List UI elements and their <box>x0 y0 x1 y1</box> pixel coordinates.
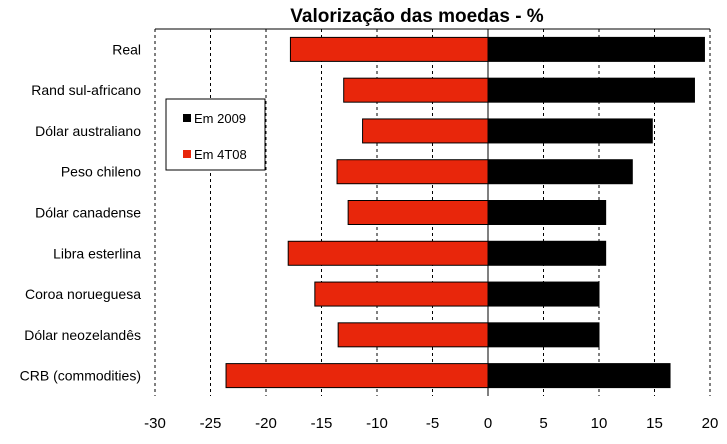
bar-2009 <box>487 281 600 307</box>
bar-4t08 <box>347 200 489 225</box>
chart-title: Valorização das moedas - % <box>290 6 544 27</box>
bar-4t08 <box>337 322 489 348</box>
bar-4t08 <box>336 159 489 185</box>
x-tick-label: 0 <box>484 415 492 432</box>
category-label: Libra esterlina <box>53 245 141 261</box>
category-label: Real <box>112 41 141 57</box>
category-label: Coroa norueguesa <box>25 286 141 302</box>
x-tick-label: -25 <box>200 415 222 432</box>
bar-4t08 <box>362 118 489 144</box>
bar-4t08 <box>287 240 489 266</box>
legend-label-2009: Em 2009 <box>194 111 246 126</box>
bar-2009 <box>487 240 607 266</box>
category-labels: Real Rand sul-africano Dólar australiano Pe… <box>20 41 142 383</box>
bar-4t08 <box>225 363 489 389</box>
x-tick-label: 15 <box>646 415 663 432</box>
x-tick-label: -5 <box>426 415 439 432</box>
x-tick-label: 5 <box>539 415 547 432</box>
legend-label-4t08: Em 4T08 <box>194 147 247 162</box>
bar-2009 <box>487 36 705 62</box>
bar-2009 <box>487 77 695 103</box>
category-label: Rand sul-africano <box>31 82 141 98</box>
bars <box>225 36 705 389</box>
bar-4t08 <box>289 36 489 62</box>
category-label: CRB (commodities) <box>20 368 141 384</box>
category-label: Dólar canadense <box>35 205 141 221</box>
category-label: Dólar neozelandês <box>24 327 141 343</box>
x-tick-label: -15 <box>311 415 333 432</box>
bar-2009 <box>487 322 600 348</box>
bar-2009 <box>487 200 607 225</box>
x-tick-label: -30 <box>144 415 166 432</box>
legend-box <box>165 98 266 171</box>
bar-2009 <box>487 363 671 389</box>
legend-swatch-4t08 <box>183 150 191 158</box>
x-tick-label: 20 <box>702 415 719 432</box>
x-tick-label: 10 <box>591 415 608 432</box>
x-tick-label: -20 <box>255 415 277 432</box>
bar-4t08 <box>314 281 489 307</box>
category-label: Dólar australiano <box>35 123 141 139</box>
x-tick-labels: -30 -25 -20 -15 -10 -5 0 5 10 15 20 <box>144 415 718 432</box>
category-label: Peso chileno <box>61 164 141 180</box>
x-tick-label: -10 <box>366 415 388 432</box>
bar-4t08 <box>343 77 489 103</box>
bar-2009 <box>487 159 633 185</box>
legend-swatch-2009 <box>183 114 191 122</box>
legend: Em 2009 Em 4T08 <box>165 98 266 171</box>
bar-2009 <box>487 118 653 144</box>
